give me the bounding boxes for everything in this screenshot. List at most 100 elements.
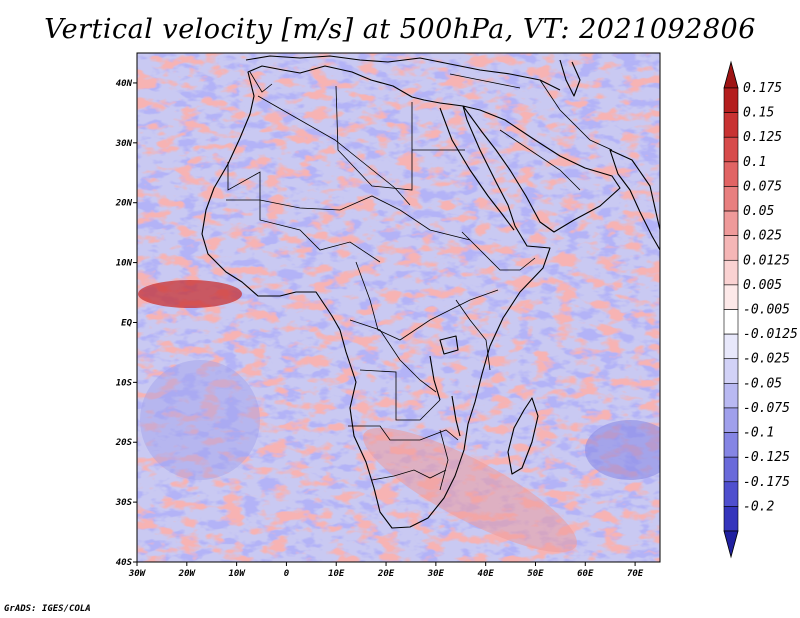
border-south-africa [371, 469, 447, 481]
colorbar-level-label: 0.025 [743, 229, 782, 244]
border-iberia [249, 71, 273, 93]
colorbar-swatch [723, 284, 739, 310]
y-tick-label: 30S [115, 498, 133, 508]
colorbar-level-label: 0.0125 [743, 253, 790, 268]
border-sahara-north [257, 95, 411, 206]
colorbar-level-label: -0.125 [743, 450, 790, 465]
colorbar-swatch [723, 112, 739, 138]
figure-title: Vertical velocity [m/s] at 500hPa, VT: 2… [44, 14, 756, 45]
border-iran [539, 79, 613, 151]
atlantic-ascent-region [138, 280, 242, 308]
lake-malawi [451, 395, 461, 437]
colorbar-level-label: -0.1 [743, 426, 774, 441]
colorbar-level-label: 0.15 [743, 106, 774, 121]
colorbar-swatch [723, 333, 739, 360]
y-tick-label: 40S [116, 558, 133, 568]
colorbar-level-label: -0.175 [743, 475, 790, 490]
colorbar-level-label: -0.025 [743, 352, 790, 367]
x-tick-label: 60E [577, 569, 594, 579]
europe-coastline [245, 55, 561, 91]
colorbar-level-label: -0.075 [743, 401, 790, 416]
software-credit: GrADS: IGES/COLA [4, 604, 91, 614]
colorbar-swatch [723, 456, 739, 483]
border-angola-zambia [359, 369, 441, 421]
border-west-africa [227, 162, 381, 263]
colorbar-level-label: 0.05 [743, 204, 774, 219]
colorbar-level-label: -0.05 [743, 376, 782, 391]
colorbar-swatch [723, 407, 739, 433]
colorbar-swatch [723, 358, 739, 384]
colorbar-swatch [723, 210, 739, 236]
coastlines [201, 55, 660, 529]
x-tick-label: 30W [128, 569, 147, 579]
colorbar-swatch [723, 309, 739, 335]
y-axis-ticks: 40N 30N 20N 10N EQ 10S 20S 30S 40S [115, 79, 137, 568]
colorbar-swatch [723, 506, 739, 532]
x-tick-label: 70E [627, 569, 644, 579]
x-tick-label: 10W [228, 569, 246, 579]
africa-coastline [201, 65, 551, 529]
y-tick-label: EQ [121, 318, 132, 328]
border-ethiopia [461, 231, 536, 271]
border-southern [348, 425, 459, 441]
border-arabia [499, 129, 581, 191]
x-tick-label: 30E [427, 569, 445, 579]
colorbar-swatch [723, 87, 739, 113]
border-east-africa [455, 299, 491, 371]
x-tick-label: 50E [527, 569, 544, 579]
colorbar-level-label: 0.075 [743, 179, 782, 194]
x-tick-label: 20W [178, 569, 197, 579]
x-tick-label: 0 [284, 569, 290, 579]
india-coastline [609, 149, 660, 251]
map-plot-area [137, 53, 660, 562]
y-tick-label: 10N [116, 259, 133, 269]
madagascar-coastline [507, 397, 539, 475]
colorbar-swatch [723, 259, 739, 286]
border-mozambique [439, 429, 449, 491]
border-congo [349, 319, 437, 393]
colorbar-level-label: 0.175 [743, 81, 782, 96]
colorbar-swatch [723, 432, 739, 458]
colorbar: 0.175 0.15 0.125 0.1 0.075 0.05 0.025 0.0125 0.0… [723, 60, 798, 559]
x-tick-label: 10E [328, 569, 345, 579]
colorbar-level-label: 0.1 [743, 155, 766, 170]
border-libya-egypt [335, 85, 413, 191]
y-tick-label: 40N [116, 79, 133, 89]
colorbar-swatch [723, 136, 739, 163]
colorbar-level-label: 0.005 [743, 278, 782, 293]
x-tick-label: 20E [377, 569, 395, 579]
southern-ascent-band [363, 427, 577, 553]
caspian-coast [559, 59, 581, 97]
y-tick-label: 30N [115, 139, 133, 149]
arabian-coastline [462, 105, 621, 233]
colorbar-top-arrow [723, 60, 739, 89]
southwest-subsidence-region [140, 360, 260, 480]
colorbar-swatch [723, 383, 739, 409]
x-axis-ticks: 30W 20W 10W 0 10E 20E 30E 40E 50E 60E 70E [128, 562, 644, 579]
red-sea-coast [439, 107, 515, 231]
lake-victoria [439, 335, 459, 355]
colorbar-level-label: -0.2 [743, 499, 774, 514]
colorbar-level-label: -0.0125 [743, 327, 798, 342]
y-tick-label: 20S [115, 438, 133, 448]
colorbar-swatch [723, 186, 739, 212]
border-sahel [226, 195, 471, 241]
field-texture [137, 53, 660, 562]
map-frame [136, 52, 661, 563]
country-borders [226, 71, 613, 491]
x-tick-label: 40E [478, 569, 495, 579]
colorbar-level-label: -0.005 [743, 303, 790, 318]
colorbar-bottom-arrow [723, 530, 739, 559]
border-central [355, 261, 499, 341]
colorbar-swatch [723, 481, 739, 507]
y-tick-label: 10S [116, 378, 133, 388]
border-turkey [449, 73, 521, 89]
southeast-subsidence-region [585, 420, 660, 480]
colorbar-level-label: 0.125 [743, 130, 782, 145]
colorbar-swatch [723, 161, 739, 187]
lake-tanganyika [429, 355, 441, 401]
y-tick-label: 20N [115, 199, 133, 209]
colorbar-swatch [723, 235, 739, 261]
